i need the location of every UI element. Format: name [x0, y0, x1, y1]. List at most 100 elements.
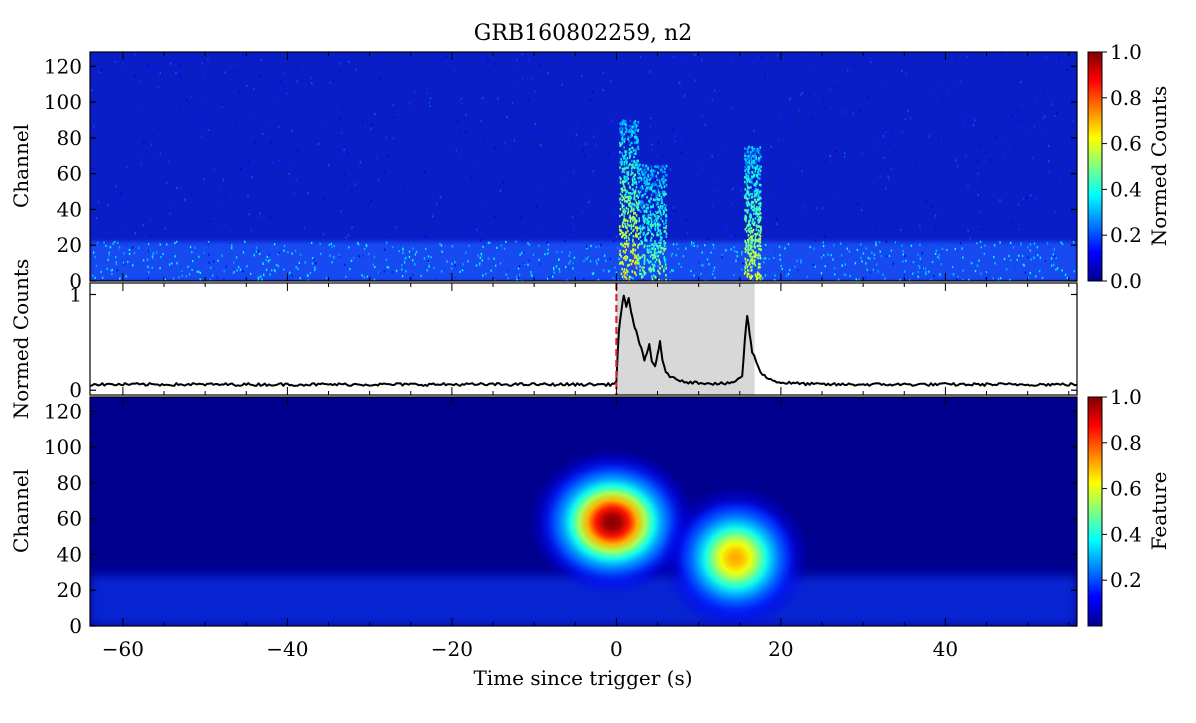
- spectrogram-burst-speck: [749, 219, 752, 222]
- spectrogram-burst-speck: [644, 184, 646, 187]
- spectrogram-burst-speck: [634, 123, 637, 126]
- y-tick-label: 40: [57, 542, 82, 566]
- spectrogram-burst-speck: [636, 159, 638, 163]
- spectrogram-noise-speck: [515, 85, 517, 88]
- spectrogram-burst-speck: [629, 130, 631, 133]
- spectrogram-noise-speck: [890, 167, 893, 171]
- spectrogram-burst-speck: [647, 204, 649, 207]
- spectrogram-burst-speck: [744, 250, 747, 254]
- spectrogram-noise-speck: [231, 207, 233, 210]
- spectrogram-noise-speck: [946, 126, 949, 129]
- spectrogram-noise-speck: [999, 241, 1001, 244]
- spectrogram-burst-speck: [746, 175, 749, 178]
- spectrogram-noise-speck: [506, 269, 509, 272]
- spectrogram-noise-speck: [1060, 241, 1062, 244]
- x-tick-label: 0: [610, 637, 623, 661]
- feature-map-x-axis: −60 −40 −20 0 20 40: [102, 397, 1070, 661]
- spectrogram-noise-speck: [187, 265, 189, 268]
- spectrogram-noise-speck: [981, 228, 983, 231]
- spectrogram-burst-speck: [653, 264, 656, 267]
- spectrogram-noise-speck: [1047, 160, 1050, 163]
- spectrogram-noise-speck: [630, 276, 632, 279]
- spectrogram-burst-speck: [752, 155, 755, 158]
- spectrogram-burst-speck: [747, 243, 750, 247]
- spectrogram-noise-speck: [146, 258, 149, 261]
- spectrogram-noise-speck: [467, 260, 469, 263]
- spectrogram-noise-speck: [485, 201, 487, 205]
- spectrogram-noise-speck: [132, 264, 134, 267]
- spectrogram-noise-speck: [150, 234, 152, 237]
- spectrogram-noise-speck: [713, 189, 715, 193]
- spectrogram-noise-speck: [99, 69, 102, 72]
- spectrogram-burst-speck: [748, 237, 751, 240]
- spectrogram-noise-speck: [586, 246, 588, 250]
- spectrogram-noise-speck: [764, 257, 767, 260]
- spectrogram-noise-speck: [941, 247, 944, 250]
- spectrogram-burst-speck: [743, 176, 746, 179]
- spectrogram-burst-speck: [662, 247, 664, 250]
- spectrogram-noise-speck: [240, 167, 242, 171]
- spectrogram-burst-speck: [650, 226, 653, 229]
- spectrogram-burst-speck: [755, 161, 757, 165]
- spectrogram-burst-speck: [642, 226, 645, 230]
- spectrogram-noise-speck: [890, 249, 893, 252]
- spectrogram-noise-speck: [1037, 186, 1039, 190]
- spectrogram-noise-speck: [764, 210, 766, 214]
- spectrogram-noise-speck: [686, 232, 689, 235]
- spectrogram-burst-speck: [652, 257, 654, 260]
- spectrogram-noise-speck: [661, 154, 664, 157]
- spectrogram-burst-speck: [755, 147, 758, 150]
- spectrogram-noise-speck: [250, 205, 252, 208]
- spectrogram-burst-speck: [661, 207, 664, 211]
- spectrogram-burst-speck: [633, 131, 635, 135]
- spectrogram-burst-speck: [665, 226, 667, 230]
- spectrogram-burst-speck: [748, 186, 751, 190]
- spectrogram-noise-speck: [203, 178, 205, 181]
- spectrogram-noise-speck: [941, 203, 944, 206]
- spectrogram-noise-speck: [267, 259, 270, 263]
- spectrogram-burst-speck: [637, 206, 640, 209]
- spectrogram-burst-speck: [746, 168, 749, 171]
- spectrogram-burst-speck: [759, 239, 761, 243]
- spectrogram-noise-speck: [242, 270, 244, 273]
- spectrogram-burst-speck: [639, 265, 641, 268]
- spectrogram-burst-speck: [632, 250, 634, 253]
- spectrogram-noise-speck: [194, 246, 196, 249]
- spectrogram-noise-speck: [190, 95, 193, 99]
- spectrogram-burst-speck: [640, 177, 643, 180]
- spectrogram-noise-speck: [957, 277, 960, 281]
- spectrogram-noise-speck: [479, 239, 482, 242]
- spectrogram-burst-speck: [663, 259, 666, 263]
- spectrogram-noise-speck: [1005, 268, 1008, 271]
- spectrogram-noise-speck: [1058, 57, 1060, 60]
- spectrogram-noise-speck: [924, 267, 927, 270]
- spectrogram-noise-speck: [592, 170, 595, 173]
- spectrogram-noise-speck: [403, 258, 406, 261]
- spectrogram-noise-speck: [164, 277, 166, 281]
- spectrogram-noise-speck: [1010, 220, 1013, 223]
- spectrogram-noise-speck: [610, 101, 612, 104]
- spectrogram-noise-speck: [553, 271, 555, 274]
- spectrogram-noise-speck: [907, 109, 909, 112]
- spectrogram-noise-speck: [919, 223, 921, 226]
- feature-blob: [660, 485, 811, 626]
- x-tick-label: −60: [102, 637, 144, 661]
- spectrogram-burst-speck: [633, 127, 635, 130]
- spectrogram-burst-speck: [647, 248, 649, 252]
- spectrogram-noise-speck: [366, 275, 369, 278]
- spectrogram-noise-speck: [426, 92, 428, 95]
- spectrogram-noise-speck: [830, 253, 833, 257]
- spectrogram-burst-speck: [754, 189, 757, 192]
- spectrogram-burst-speck: [753, 252, 756, 255]
- spectrogram-noise-speck: [1020, 242, 1022, 245]
- spectrogram-burst-speck: [749, 254, 751, 258]
- spectrogram-burst-speck: [647, 175, 650, 178]
- spectrogram-noise-speck: [602, 72, 605, 75]
- spectrogram-noise-speck: [869, 271, 872, 274]
- spectrogram-burst-speck: [628, 263, 630, 267]
- spectrogram-noise-speck: [516, 275, 518, 278]
- spectrogram-noise-speck: [288, 172, 290, 175]
- spectrogram-burst-speck: [662, 177, 664, 181]
- spectrogram-noise-speck: [552, 266, 555, 270]
- colorbar-tick-label: 1.0: [1110, 385, 1142, 409]
